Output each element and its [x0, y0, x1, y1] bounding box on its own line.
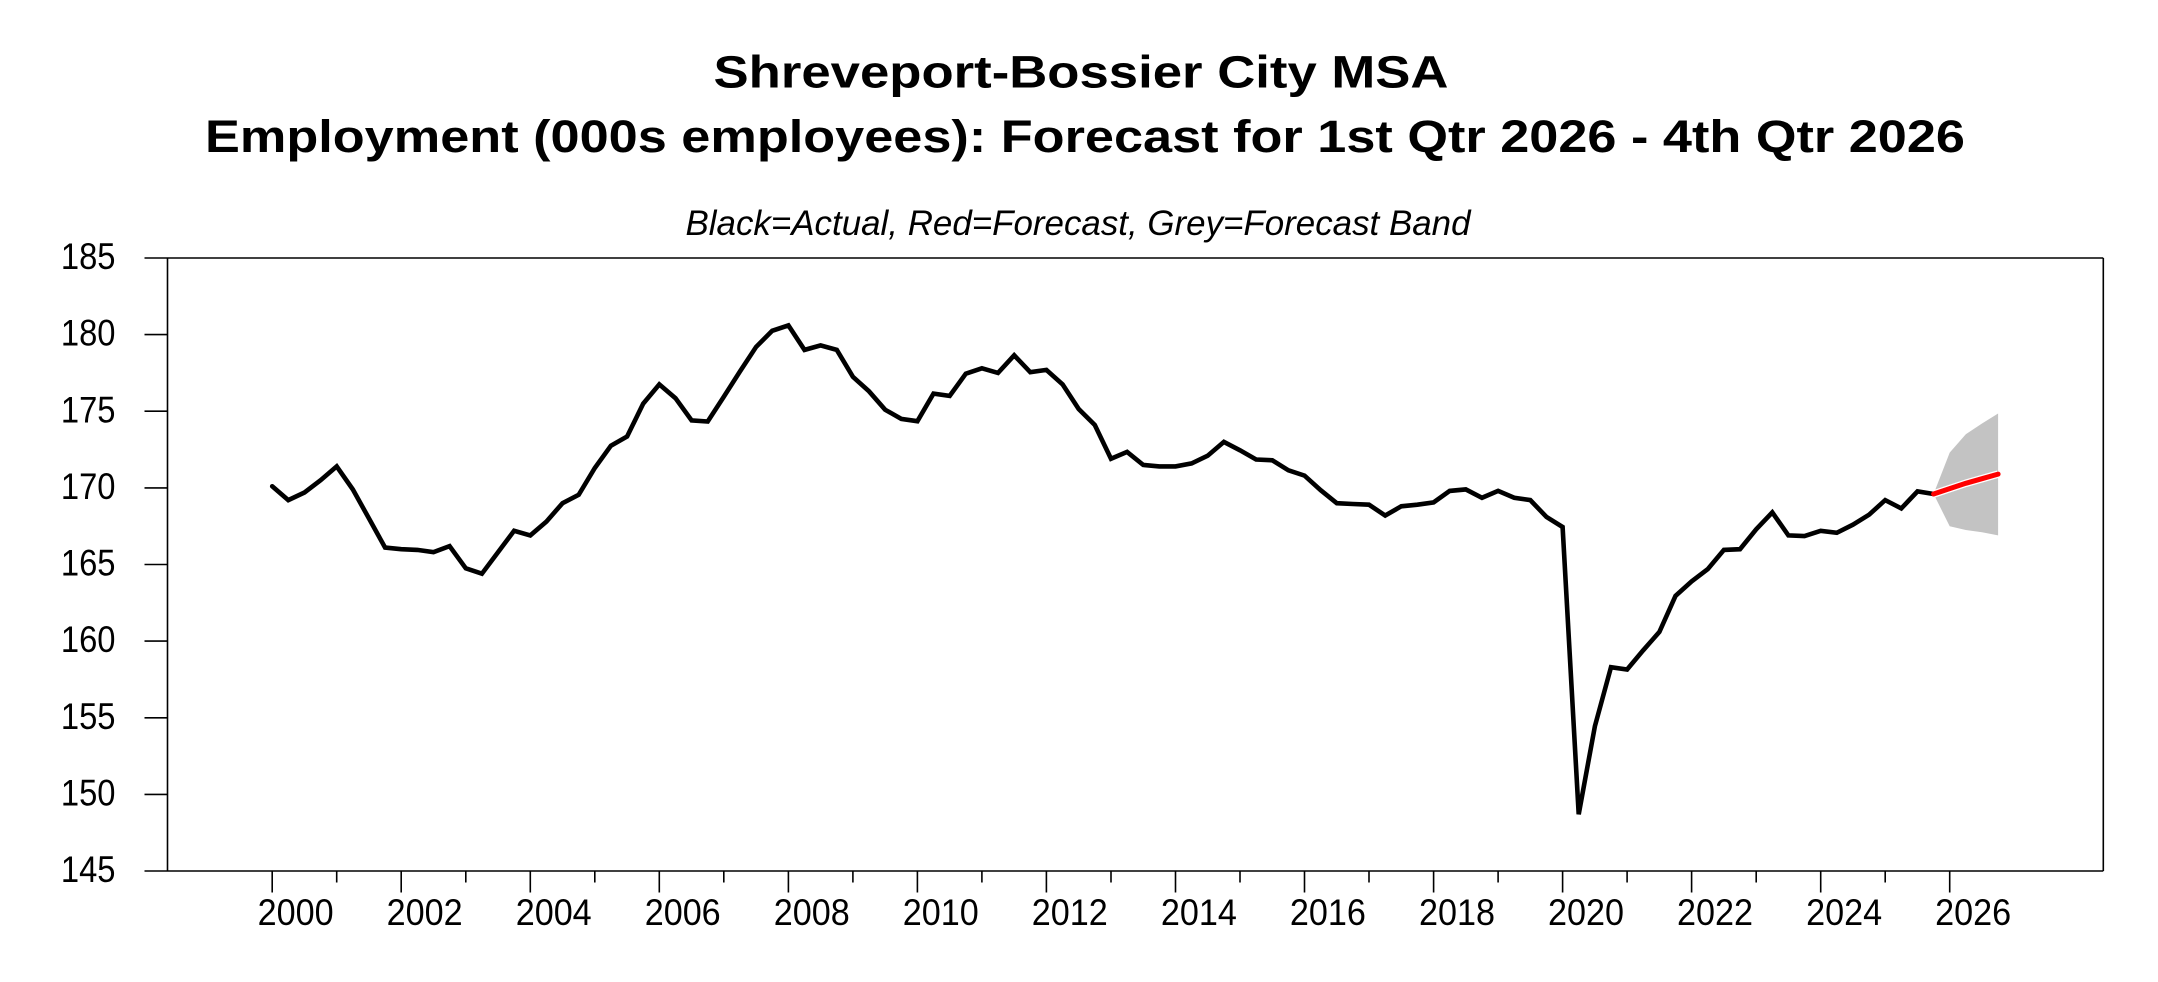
svg-text:2022: 2022	[1677, 892, 1753, 933]
svg-text:180: 180	[61, 313, 116, 354]
svg-text:170: 170	[61, 466, 116, 507]
svg-text:155: 155	[61, 696, 116, 737]
svg-text:160: 160	[61, 619, 116, 660]
svg-text:185: 185	[61, 236, 116, 277]
svg-text:165: 165	[61, 543, 116, 584]
svg-text:2014: 2014	[1161, 892, 1237, 933]
svg-text:Employment (000s employees): F: Employment (000s employees): Forecast fo…	[205, 111, 1965, 162]
svg-text:Black=Actual, Red=Forecast, Gr: Black=Actual, Red=Forecast, Grey=Forecas…	[686, 204, 1473, 243]
svg-text:Shreveport-Bossier City MSA: Shreveport-Bossier City MSA	[714, 47, 1449, 98]
svg-text:150: 150	[61, 773, 116, 814]
svg-text:2024: 2024	[1806, 892, 1882, 933]
svg-text:2020: 2020	[1548, 892, 1624, 933]
svg-text:2000: 2000	[258, 892, 334, 933]
svg-text:2004: 2004	[516, 892, 592, 933]
svg-text:175: 175	[61, 389, 116, 430]
svg-text:145: 145	[61, 849, 116, 890]
svg-text:2026: 2026	[1935, 892, 2011, 933]
svg-text:2012: 2012	[1032, 892, 1108, 933]
svg-text:2010: 2010	[903, 892, 979, 933]
svg-text:2018: 2018	[1419, 892, 1495, 933]
svg-text:2016: 2016	[1290, 892, 1366, 933]
svg-text:2006: 2006	[645, 892, 721, 933]
svg-text:2008: 2008	[774, 892, 850, 933]
svg-text:2002: 2002	[387, 892, 463, 933]
